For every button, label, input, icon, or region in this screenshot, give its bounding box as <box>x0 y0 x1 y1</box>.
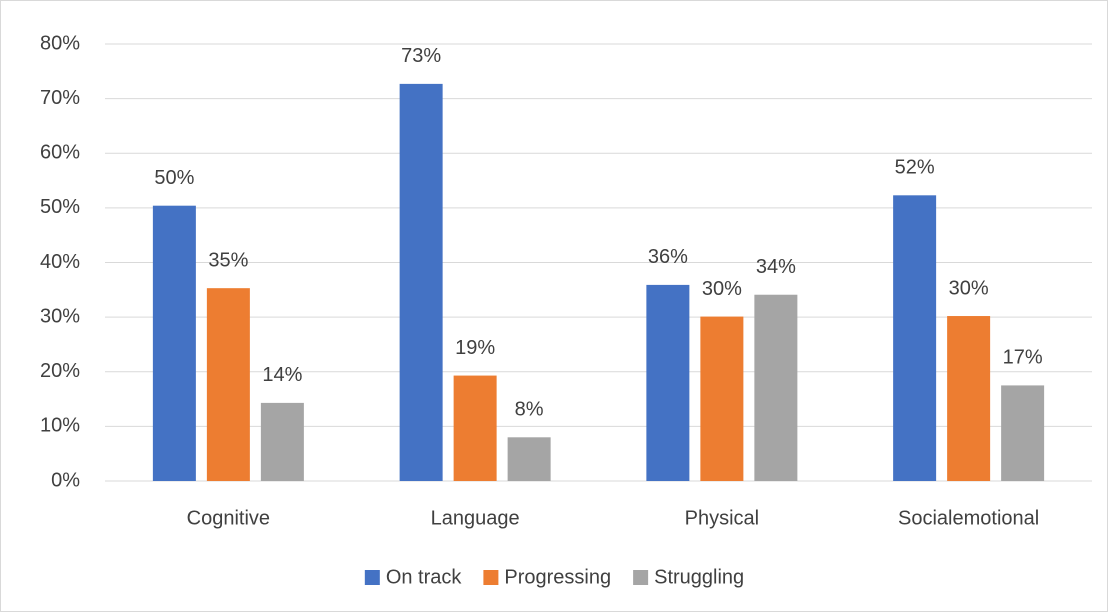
bar <box>453 375 497 481</box>
legend-label: On track <box>386 566 463 588</box>
legend-swatch <box>483 570 499 585</box>
data-label: 36% <box>648 246 688 268</box>
bar <box>700 316 744 481</box>
bar <box>947 316 991 481</box>
y-tick-label: 40% <box>40 251 80 273</box>
legend-label: Struggling <box>654 566 744 588</box>
bar <box>646 284 690 481</box>
data-label: 73% <box>401 45 441 67</box>
bar <box>754 294 798 481</box>
x-tick-label: Cognitive <box>187 507 270 529</box>
bar <box>206 288 250 481</box>
bar <box>507 437 551 481</box>
x-tick-label: Physical <box>685 507 759 529</box>
data-label: 30% <box>702 278 742 300</box>
data-label: 50% <box>154 167 194 189</box>
y-tick-label: 50% <box>40 196 80 218</box>
x-tick-label: Socialemotional <box>898 507 1039 529</box>
data-label: 34% <box>756 256 796 278</box>
data-label: 52% <box>895 157 935 179</box>
bar <box>893 195 937 481</box>
y-tick-label: 0% <box>51 469 80 491</box>
y-tick-label: 60% <box>40 142 80 164</box>
data-label: 35% <box>208 249 248 271</box>
data-label: 17% <box>1003 347 1043 369</box>
data-label: 30% <box>949 277 989 299</box>
y-tick-label: 30% <box>40 305 80 327</box>
data-label: 19% <box>455 337 495 359</box>
bar <box>152 205 196 481</box>
data-label: 14% <box>262 364 302 386</box>
y-tick-label: 70% <box>40 87 80 109</box>
legend-label: Progressing <box>504 566 611 588</box>
legend-swatch <box>633 570 649 585</box>
y-tick-label: 20% <box>40 360 80 382</box>
x-tick-label: Language <box>431 507 520 529</box>
y-tick-label: 80% <box>40 32 80 54</box>
bar <box>1001 385 1045 481</box>
y-tick-label: 10% <box>40 415 80 437</box>
bar <box>399 83 443 481</box>
bar <box>260 402 304 481</box>
legend-swatch <box>364 570 380 585</box>
data-label: 8% <box>515 399 544 421</box>
